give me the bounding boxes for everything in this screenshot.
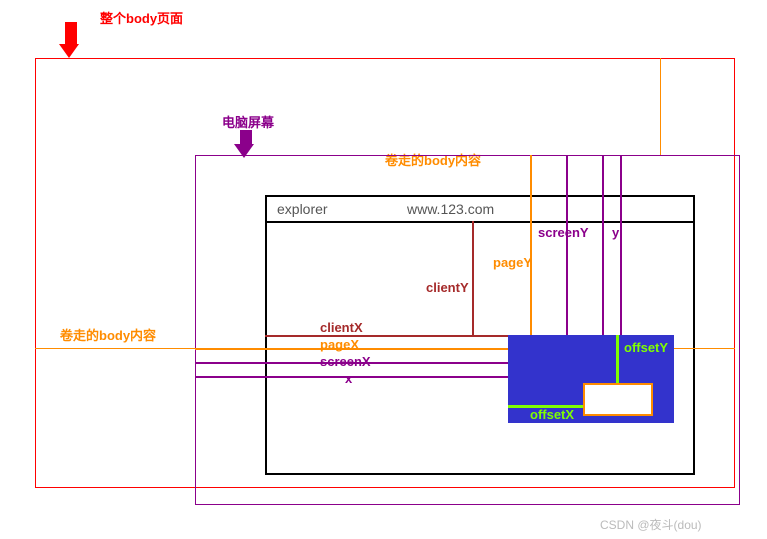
screeny-line-a <box>566 155 568 335</box>
offsety-label: offsetY <box>624 340 668 355</box>
orange-scroll-vline <box>660 58 661 155</box>
clienty-label: clientY <box>426 280 469 295</box>
browser-titlebar: explorer www.123.com <box>267 197 693 223</box>
offsety-line <box>616 335 619 383</box>
screeny-label: screenY <box>538 225 589 240</box>
offsetx-label: offsetX <box>530 407 574 422</box>
diagram-canvas: 整个body页面 电脑屏幕 卷走的body内容 卷走的body内容 explor… <box>0 0 767 539</box>
x-label: x <box>345 371 352 386</box>
watermark: CSDN @夜斗(dou) <box>600 516 702 533</box>
screeny-line-b <box>602 155 604 335</box>
y-label: y <box>612 225 619 240</box>
browser-name: explorer <box>277 201 328 217</box>
pagey-label: pageY <box>493 255 532 270</box>
target-box <box>583 383 653 416</box>
y-line <box>620 155 622 335</box>
browser-url: www.123.com <box>407 201 494 217</box>
body-page-label: 整个body页面 <box>100 8 183 27</box>
clientx-label: clientX <box>320 320 363 335</box>
screenx-label: screenX <box>320 354 371 369</box>
red-arrow-shaft <box>65 22 77 44</box>
pagey-line <box>530 155 532 335</box>
red-arrow-head <box>59 44 79 58</box>
pagex-label: pageX <box>320 337 359 352</box>
clientx-line <box>265 335 508 337</box>
clienty-line <box>472 221 474 335</box>
